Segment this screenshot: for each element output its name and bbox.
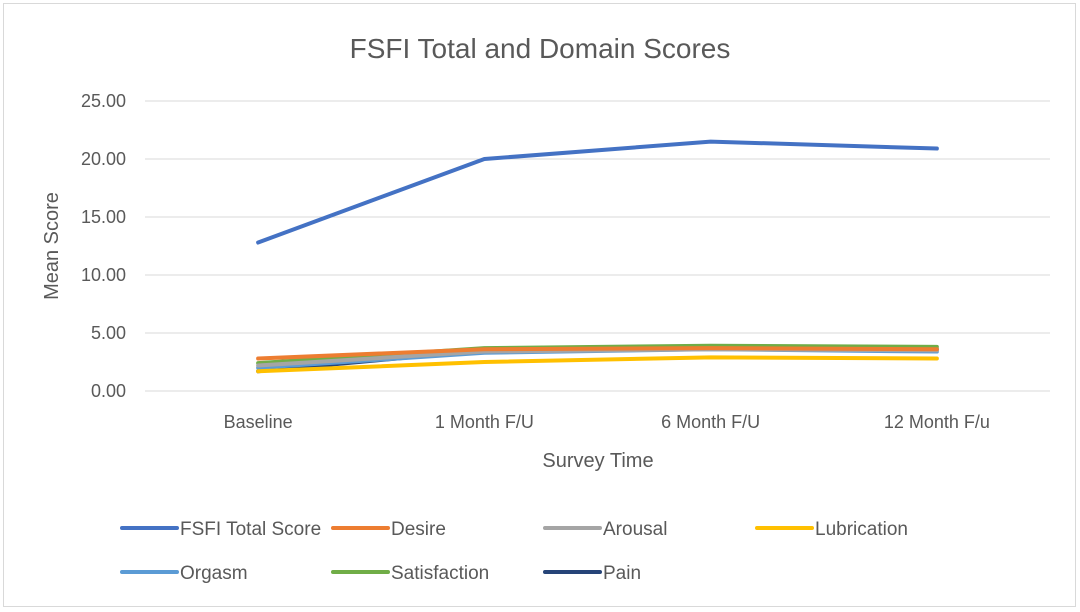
series-line-lubrication (256, 355, 939, 374)
chart-title: FSFI Total and Domain Scores (350, 33, 731, 64)
y-tick-label: 5.00 (91, 323, 126, 343)
x-tick-label: 6 Month F/U (661, 412, 760, 432)
y-tick-label: 25.00 (81, 91, 126, 111)
legend-label-satisfaction: Satisfaction (391, 563, 489, 584)
series-line-desire (256, 346, 939, 361)
y-axis-title: Mean Score (41, 192, 63, 300)
x-tick-label: 12 Month F/u (884, 412, 990, 432)
x-tick-label: Baseline (224, 412, 293, 432)
legend-label-desire: Desire (391, 519, 446, 540)
y-tick-label: 0.00 (91, 381, 126, 401)
x-tick-label: 1 Month F/U (435, 412, 534, 432)
chart-area (3, 3, 1076, 607)
legend: FSFI Total Score Desire Arousal Lubrication… (120, 519, 908, 584)
y-axis-ticks: 0.00 5.00 10.00 15.00 20.00 25.00 (81, 91, 126, 401)
y-tick-label: 15.00 (81, 207, 126, 227)
legend-label-arousal: Arousal (603, 519, 667, 540)
y-tick-label: 20.00 (81, 149, 126, 169)
legend-label-orgasm: Orgasm (180, 563, 248, 584)
legend-label-fsfi-total-score: FSFI Total Score (180, 519, 321, 540)
series-lines (256, 139, 939, 374)
x-axis-ticks: Baseline 1 Month F/U 6 Month F/U 12 Month F… (224, 412, 990, 432)
legend-label-lubrication: Lubrication (815, 519, 908, 540)
x-axis-title: Survey Time (542, 450, 653, 472)
legend-label-pain: Pain (603, 563, 641, 584)
series-line-fsfi-total-score (256, 139, 939, 245)
y-tick-label: 10.00 (81, 265, 126, 285)
gridlines (145, 100, 1050, 392)
